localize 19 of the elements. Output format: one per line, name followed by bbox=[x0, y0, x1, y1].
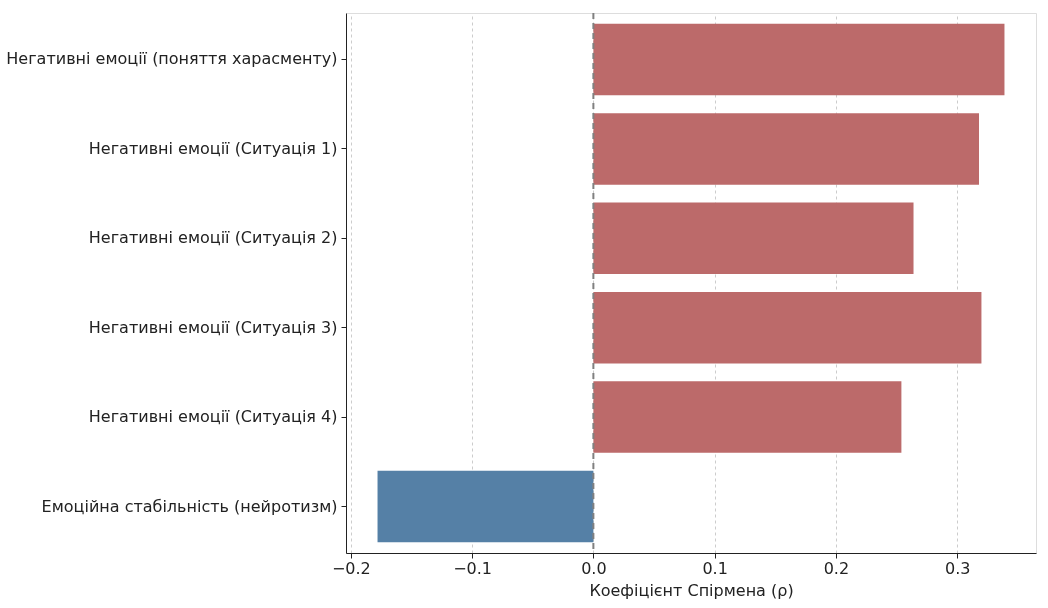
x-tick-label: 0.3 bbox=[944, 558, 971, 578]
bar bbox=[377, 470, 594, 543]
bar bbox=[593, 113, 980, 185]
bar bbox=[593, 381, 902, 453]
y-tick-label: Негативні емоції (поняття харасменту) bbox=[6, 49, 338, 69]
x-axis-title: Коефіцієнт Спірмена (ρ) bbox=[589, 580, 794, 600]
y-tick-label: Негативні емоції (Ситуація 1) bbox=[88, 138, 338, 158]
y-tick-label: Емоційна стабільність (нейротизм) bbox=[41, 496, 338, 516]
x-tick-label: 0.2 bbox=[823, 558, 850, 578]
bar bbox=[593, 202, 914, 275]
x-tick-label: 0.1 bbox=[702, 558, 728, 578]
y-tick-label: Негативні емоції (Ситуація 3) bbox=[88, 317, 338, 337]
x-tick-label: 0.0 bbox=[581, 558, 607, 578]
x-tick-label: −0.1 bbox=[453, 558, 493, 578]
bar bbox=[593, 291, 982, 364]
y-tick-label: Негативні емоції (Ситуація 4) bbox=[88, 407, 338, 427]
x-tick-label: −0.2 bbox=[331, 558, 371, 578]
y-tick-label: Негативні емоції (Ситуація 2) bbox=[88, 228, 338, 248]
bar bbox=[593, 23, 1005, 96]
